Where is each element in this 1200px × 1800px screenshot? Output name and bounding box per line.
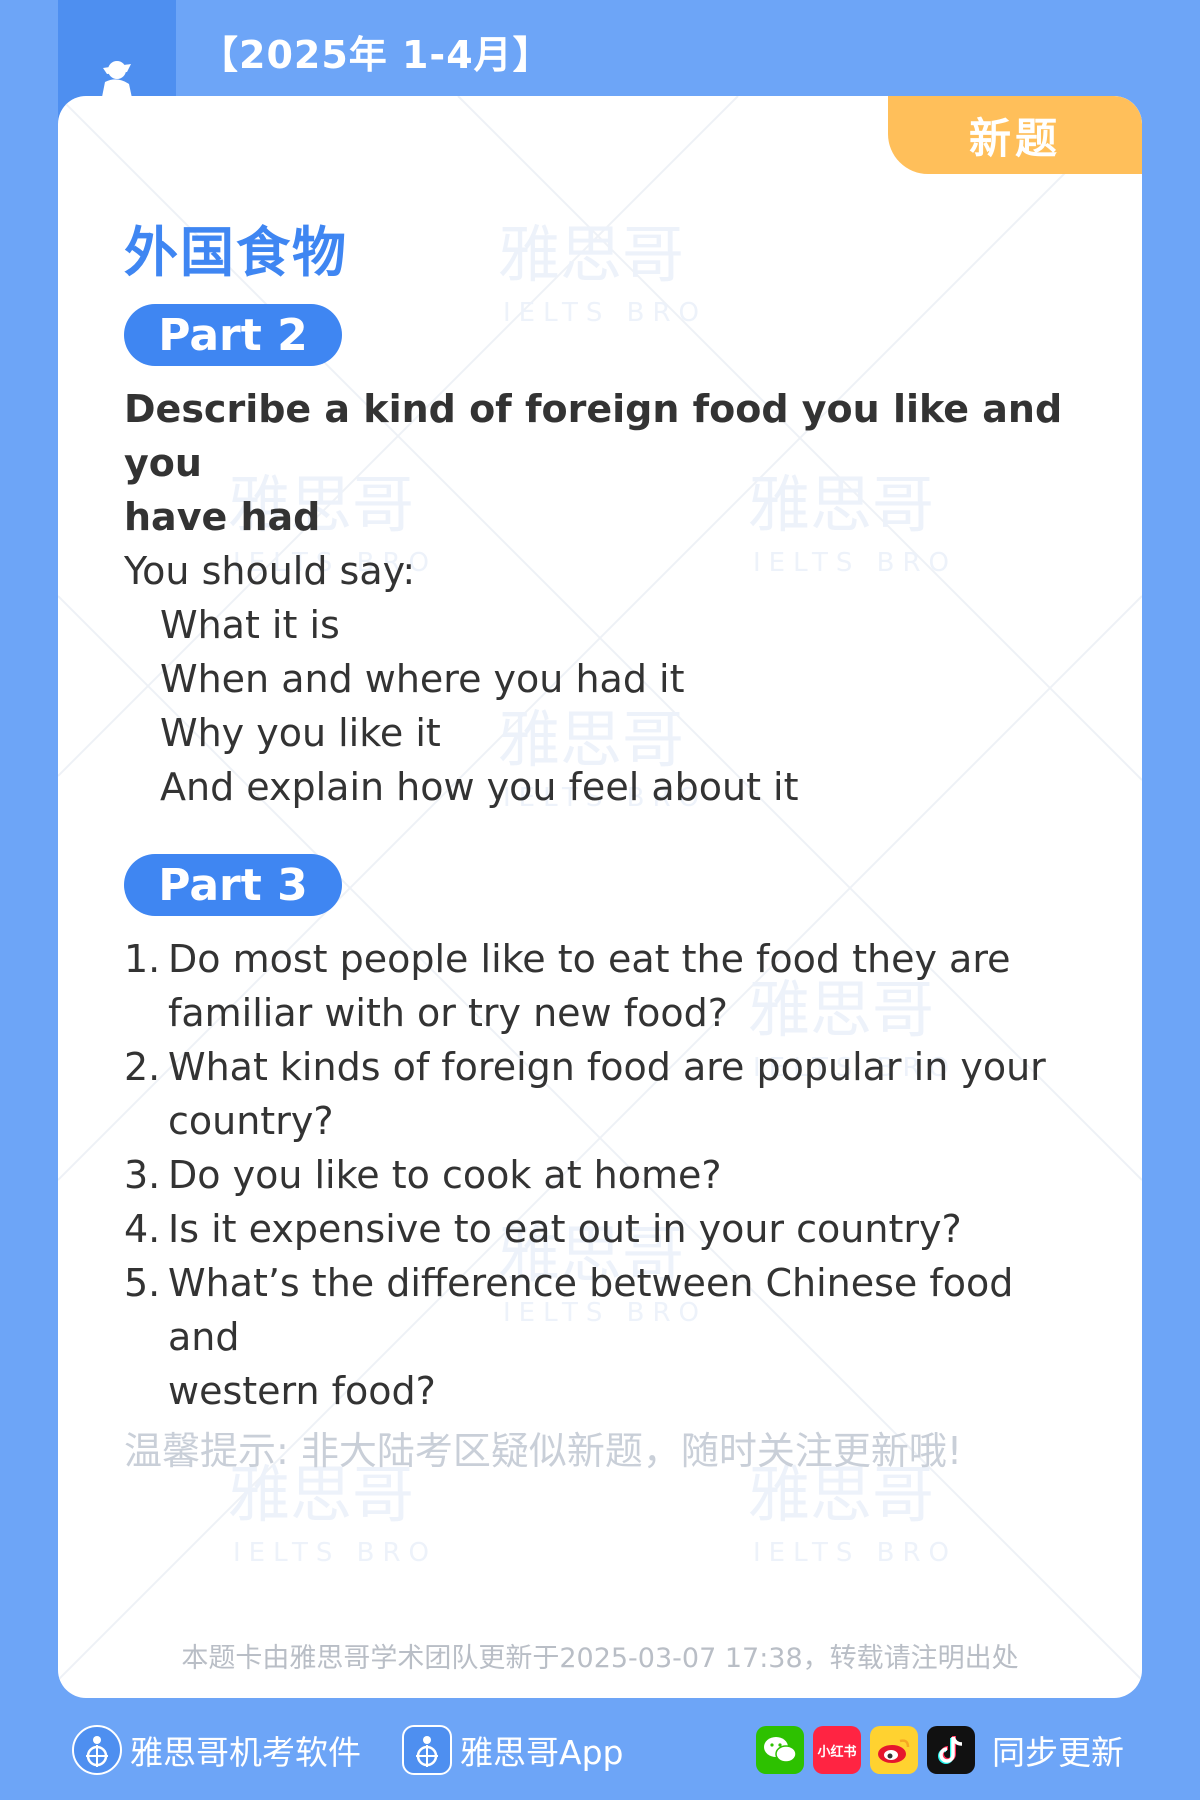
tiktok-icon[interactable]	[927, 1726, 975, 1774]
cue-point: And explain how you feel about it	[160, 765, 799, 809]
watermark-text: IELTS BRO	[233, 1538, 437, 1568]
software-link[interactable]: 雅思哥机考软件	[72, 1718, 361, 1782]
sync-label: 同步更新	[992, 1733, 1124, 1772]
part2-cue-card: Describe a kind of foreign food you like…	[124, 382, 1084, 814]
cue-point: What it is	[160, 603, 340, 647]
question-item: 5. What’s the difference between Chinese…	[124, 1261, 1014, 1413]
you-should-say: You should say:	[124, 549, 416, 593]
app-link[interactable]: 雅思哥App	[402, 1718, 623, 1782]
part2-label: Part 2	[124, 304, 342, 366]
watermark-text: 雅思哥	[498, 218, 684, 291]
xiaohongshu-icon[interactable]: 小红书	[813, 1726, 861, 1774]
exam-period-title: 【2025年 1-4月】	[200, 33, 552, 77]
app-label: 雅思哥App	[460, 1733, 624, 1772]
question-item: 4. Is it expensive to eat out in your co…	[124, 1207, 962, 1251]
tip-text: 温馨提示: 非大陆考区疑似新题，随时关注更新哦!	[124, 1429, 963, 1473]
wechat-icon[interactable]	[756, 1726, 804, 1774]
question-item: 2. What kinds of foreign food are popula…	[124, 1045, 1046, 1143]
cue-card-title: Describe a kind of foreign food you like…	[124, 387, 1063, 539]
weibo-icon[interactable]	[870, 1726, 918, 1774]
app-logo-icon	[72, 1725, 122, 1775]
watermark-text: IELTS BRO	[503, 298, 707, 328]
topic-card: 雅思哥 IELTS BRO 雅思哥 IELTS BRO 雅思哥 IELTS BR…	[58, 96, 1142, 1698]
bottom-bar: 雅思哥机考软件 雅思哥App 小红书 同步更新	[0, 1718, 1200, 1782]
question-item: 1. Do most people like to eat the food t…	[124, 937, 1011, 1035]
cue-point: Why you like it	[160, 711, 441, 755]
social-links: 小红书 同步更新	[756, 1718, 1124, 1782]
part3-label: Part 3	[124, 854, 342, 916]
update-footnote: 本题卡由雅思哥学术团队更新于2025-03-07 17:38，转载请注明出处	[181, 1643, 1019, 1674]
app-logo-icon	[402, 1725, 452, 1775]
part3-questions: 1. Do most people like to eat the food t…	[124, 932, 1084, 1418]
cue-point: When and where you had it	[160, 657, 685, 701]
question-item: 3. Do you like to cook at home?	[124, 1153, 722, 1197]
software-label: 雅思哥机考软件	[130, 1733, 361, 1772]
topic-title: 外国食物	[124, 221, 348, 284]
new-question-tag: 新题	[888, 96, 1142, 174]
watermark-text: IELTS BRO	[753, 1538, 957, 1568]
